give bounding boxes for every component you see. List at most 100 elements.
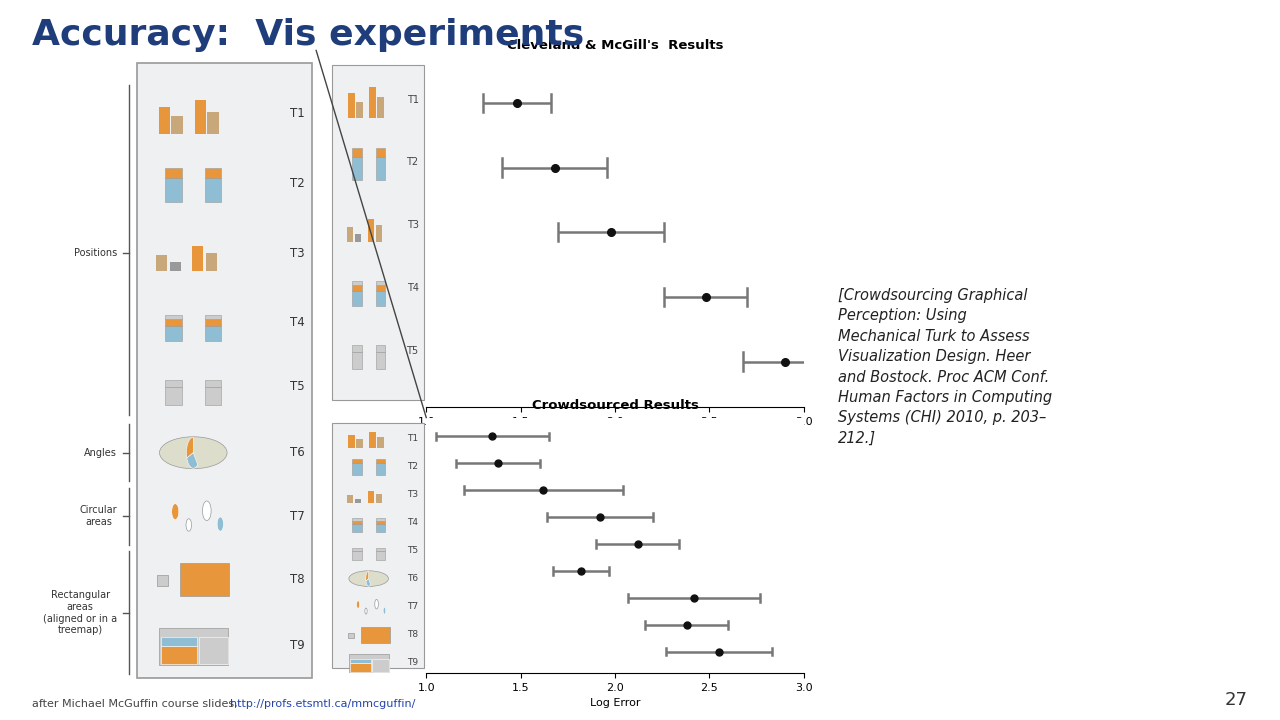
Bar	[375, 524, 385, 531]
Text: T1: T1	[407, 94, 419, 104]
Text: T9: T9	[289, 639, 305, 652]
Circle shape	[218, 517, 224, 531]
Bar	[361, 627, 390, 643]
Text: T2: T2	[407, 158, 419, 167]
Bar	[349, 663, 371, 672]
Bar	[352, 464, 362, 475]
Text: after Michael McGuffin course slides,: after Michael McGuffin course slides,	[32, 699, 244, 709]
Bar	[159, 107, 170, 134]
Bar	[375, 291, 385, 306]
Bar	[137, 63, 311, 678]
Bar	[165, 380, 182, 387]
Text: Circular
areas: Circular areas	[79, 505, 118, 527]
Bar	[376, 494, 383, 503]
Bar	[165, 387, 182, 405]
Bar	[205, 319, 221, 326]
Bar	[370, 87, 376, 118]
Circle shape	[172, 504, 179, 520]
Bar	[179, 563, 229, 596]
Text: T5: T5	[289, 379, 305, 392]
Text: T4: T4	[407, 283, 419, 293]
Bar	[352, 148, 362, 157]
Bar	[376, 437, 384, 448]
Text: T7: T7	[289, 510, 305, 523]
Text: 27: 27	[1225, 691, 1248, 709]
Bar	[356, 102, 362, 118]
Title: Crowdsourced Results: Crowdsourced Results	[531, 400, 699, 413]
Bar	[348, 633, 353, 638]
Text: Accuracy:  Vis experiments: Accuracy: Vis experiments	[32, 18, 584, 52]
Bar	[157, 575, 168, 586]
Bar	[352, 346, 362, 352]
Text: T1: T1	[407, 433, 419, 443]
Bar	[355, 233, 361, 242]
Text: http://profs.etsmtl.ca/mmcguffin/: http://profs.etsmtl.ca/mmcguffin/	[230, 699, 416, 709]
Text: T6: T6	[407, 574, 419, 583]
Bar	[172, 116, 183, 134]
Bar	[165, 178, 182, 202]
Bar	[352, 281, 362, 284]
Text: T2: T2	[407, 462, 419, 471]
Circle shape	[202, 501, 211, 521]
Bar	[347, 495, 353, 503]
Bar	[165, 168, 182, 178]
Wedge shape	[366, 579, 370, 586]
Bar	[369, 219, 375, 242]
Bar	[352, 524, 362, 531]
Bar	[356, 439, 362, 448]
Bar	[206, 253, 216, 271]
Bar	[375, 157, 385, 180]
Text: T9: T9	[407, 659, 419, 667]
Bar	[205, 387, 221, 405]
Bar	[375, 281, 385, 284]
Bar	[375, 521, 385, 524]
Wedge shape	[187, 453, 197, 468]
Bar	[352, 548, 362, 551]
Wedge shape	[187, 437, 193, 458]
Bar	[349, 659, 371, 663]
Bar	[375, 284, 385, 291]
Circle shape	[375, 599, 379, 609]
Text: T5: T5	[407, 346, 419, 356]
Bar	[198, 637, 228, 664]
Bar	[348, 654, 389, 672]
Bar	[375, 148, 385, 157]
Bar	[161, 646, 197, 664]
Bar	[375, 459, 385, 464]
Bar	[352, 459, 362, 464]
Circle shape	[383, 607, 385, 614]
Bar	[159, 629, 228, 665]
Bar	[352, 157, 362, 180]
Text: [Crowdsourcing Graphical
Perception: Using
Mechanical Turk to Assess
Visualizati: [Crowdsourcing Graphical Perception: Usi…	[838, 288, 1052, 446]
Text: T4: T4	[407, 518, 419, 527]
Text: T5: T5	[407, 546, 419, 555]
Bar	[369, 491, 375, 503]
Text: Positions: Positions	[74, 248, 118, 258]
Text: T3: T3	[407, 490, 419, 499]
Circle shape	[186, 518, 192, 531]
Text: T7: T7	[407, 602, 419, 611]
Bar	[375, 548, 385, 551]
Bar	[348, 93, 355, 118]
Text: T3: T3	[407, 220, 419, 230]
Text: T8: T8	[407, 631, 419, 639]
Bar	[371, 659, 389, 672]
X-axis label: Log Error: Log Error	[590, 432, 640, 442]
Text: T1: T1	[289, 107, 305, 120]
Bar	[375, 352, 385, 369]
Bar	[352, 291, 362, 306]
Bar	[352, 551, 362, 559]
Bar	[165, 319, 182, 326]
Text: T2: T2	[289, 177, 305, 190]
Bar	[156, 256, 168, 271]
Circle shape	[365, 608, 367, 614]
Bar	[205, 380, 221, 387]
Bar	[376, 97, 384, 118]
Bar	[355, 499, 361, 503]
Bar	[205, 315, 221, 319]
Bar	[205, 326, 221, 341]
Bar	[205, 168, 221, 178]
Bar	[375, 551, 385, 559]
Bar	[165, 326, 182, 341]
Bar	[352, 284, 362, 291]
